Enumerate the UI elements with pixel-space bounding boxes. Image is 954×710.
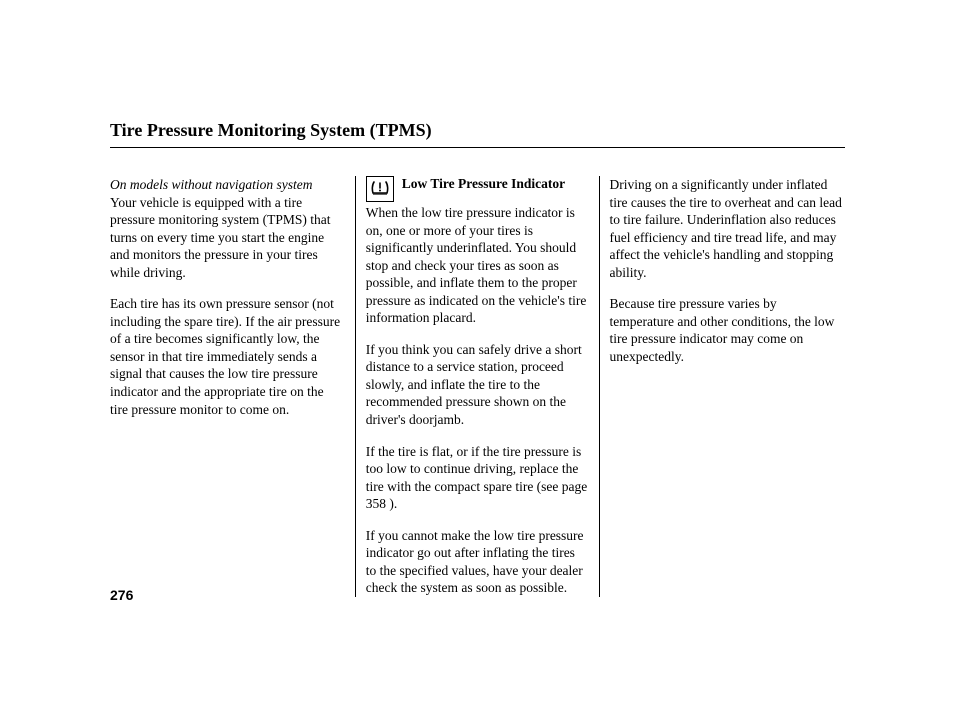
manual-page: Tire Pressure Monitoring System (TPMS) O… <box>110 120 845 597</box>
column-3: Driving on a significantly under inflate… <box>600 176 845 597</box>
paragraph: Because tire pressure varies by temperat… <box>610 295 845 365</box>
tpms-icon <box>366 176 394 202</box>
column-2: Low Tire Pressure Indicator When the low… <box>355 176 600 597</box>
paragraph: If you cannot make the low tire pressure… <box>366 527 589 597</box>
paragraph-text: Your vehicle is equipped with a tire pre… <box>110 195 330 280</box>
paragraph: Each tire has its own pressure sensor (n… <box>110 295 345 418</box>
column-1: On models without navigation system Your… <box>110 176 355 597</box>
page-title: Tire Pressure Monitoring System (TPMS) <box>110 120 845 148</box>
paragraph: If you think you can safely drive a shor… <box>366 341 589 429</box>
content-columns: On models without navigation system Your… <box>110 176 845 597</box>
paragraph: If the tire is flat, or if the tire pres… <box>366 443 589 513</box>
paragraph: On models without navigation system Your… <box>110 176 345 281</box>
paragraph: When the low tire pressure indicator is … <box>366 204 589 327</box>
indicator-heading: Low Tire Pressure Indicator <box>366 176 589 202</box>
model-note: On models without navigation system <box>110 177 313 192</box>
paragraph: Driving on a significantly under inflate… <box>610 176 845 281</box>
page-number: 276 <box>110 587 133 603</box>
indicator-title: Low Tire Pressure Indicator <box>402 176 565 192</box>
